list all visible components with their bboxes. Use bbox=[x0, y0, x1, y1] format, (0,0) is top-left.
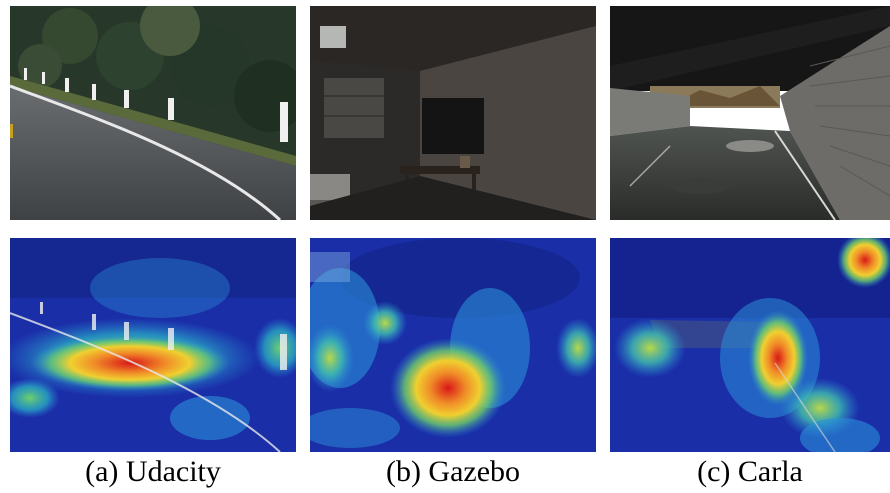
udacity-caption: (a) Udacity bbox=[85, 455, 221, 488]
gazebo-heatmap bbox=[310, 238, 596, 452]
carla-caption: (c) Carla bbox=[697, 455, 803, 488]
carla-photo bbox=[610, 6, 890, 220]
udacity-photo bbox=[10, 6, 296, 220]
carla-heatmap bbox=[610, 238, 890, 452]
udacity-heatmap bbox=[10, 238, 296, 452]
gazebo-caption: (b) Gazebo bbox=[385, 455, 521, 488]
gazebo-photo bbox=[310, 6, 596, 220]
